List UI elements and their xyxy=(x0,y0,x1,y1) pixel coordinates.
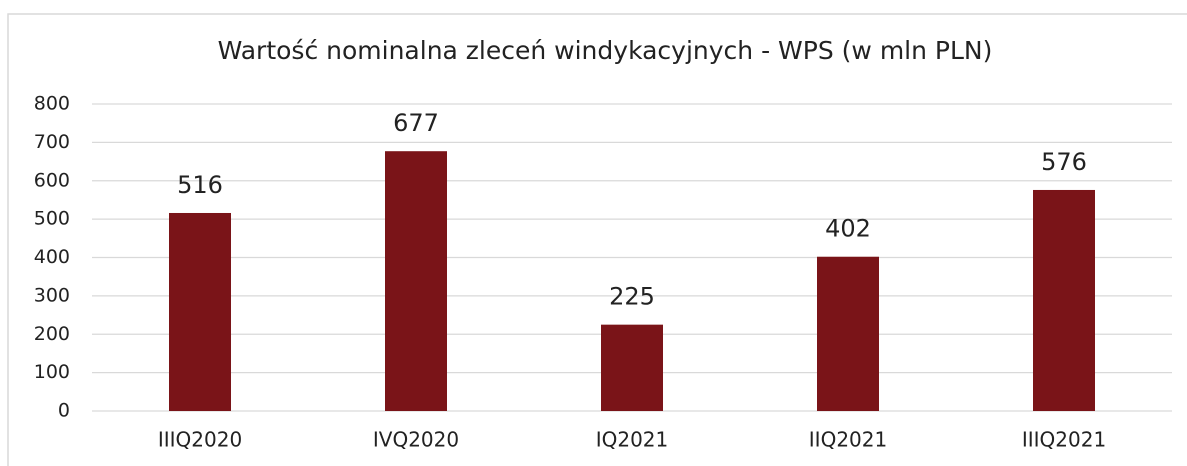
data-label: 576 xyxy=(1041,148,1087,176)
bar xyxy=(1033,189,1095,411)
bar xyxy=(601,324,663,411)
y-tick-label: 500 xyxy=(34,208,70,230)
y-tick-label: 400 xyxy=(34,246,70,268)
bar xyxy=(385,151,447,412)
data-label: 516 xyxy=(177,171,223,199)
data-label: 225 xyxy=(609,283,655,311)
y-tick-label: 300 xyxy=(34,284,70,306)
y-tick-label: 600 xyxy=(34,169,70,191)
x-tick-label: IVQ2020 xyxy=(373,428,459,452)
bar xyxy=(169,212,231,411)
x-tick-label: IIQ2021 xyxy=(809,428,887,452)
y-tick-label: 800 xyxy=(34,93,70,115)
y-tick-label: 0 xyxy=(58,400,70,422)
y-tick-label: 700 xyxy=(34,131,70,153)
chart-title: Wartość nominalna zleceń windykacyjnych … xyxy=(218,36,993,65)
x-tick-label: IQ2021 xyxy=(596,428,669,452)
data-label: 402 xyxy=(825,215,871,243)
y-tick-label: 200 xyxy=(34,323,70,345)
chart-frame xyxy=(7,13,1187,466)
bar xyxy=(817,256,879,411)
y-tick-label: 100 xyxy=(34,361,70,383)
data-label: 677 xyxy=(393,109,439,137)
x-tick-label: IIIQ2021 xyxy=(1022,428,1106,452)
x-tick-label: IIIQ2020 xyxy=(158,428,242,452)
